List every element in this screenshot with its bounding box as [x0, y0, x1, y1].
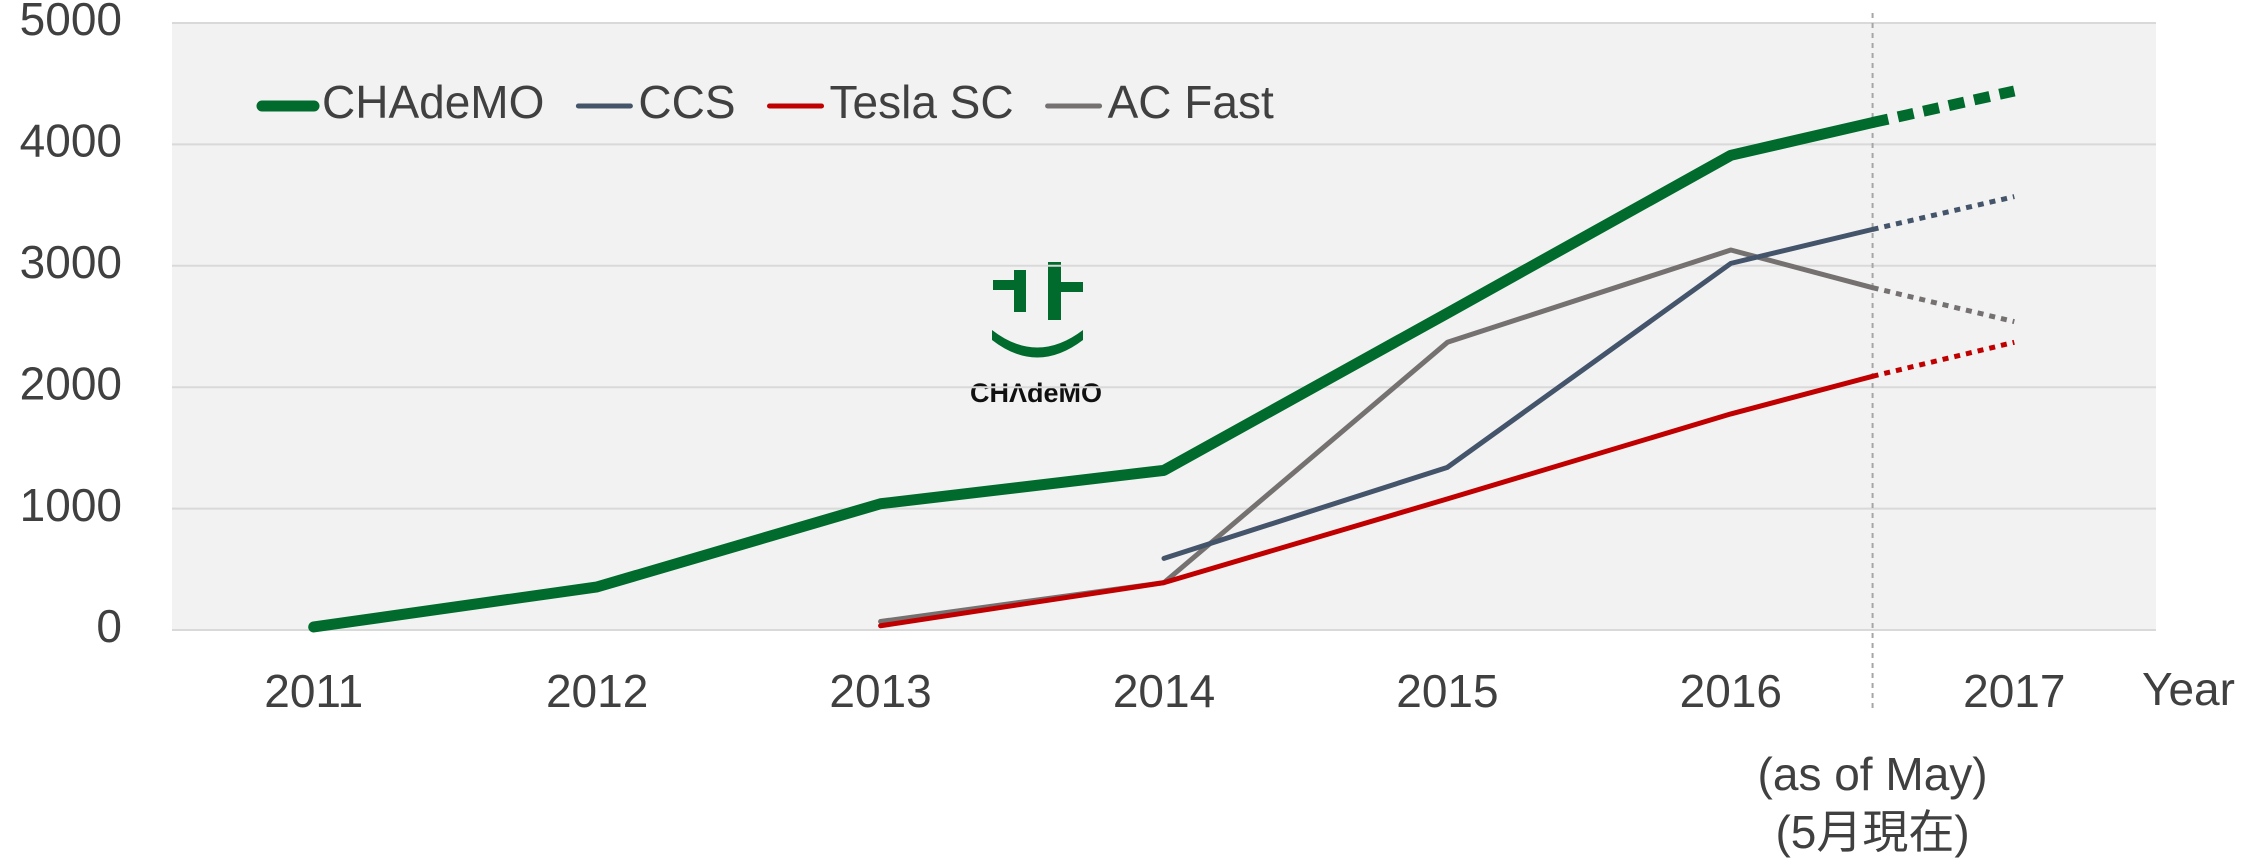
legend-label: CHAdeMO: [322, 76, 544, 128]
y-tick-label: 3000: [20, 236, 122, 288]
series-line: [1161, 226, 1876, 561]
forecast-line: [1872, 194, 2015, 232]
x-tick-label: 2014: [1113, 665, 1215, 717]
series-line: [308, 117, 1879, 633]
forecast-line: [1871, 285, 2015, 325]
plot-area: [172, 23, 2156, 630]
x-tick-label: 2015: [1396, 665, 1498, 717]
legend-label: Tesla SC: [830, 76, 1014, 128]
x-tick-label: 2016: [1680, 665, 1782, 717]
logo-shape: [1014, 270, 1026, 312]
y-tick-label: 4000: [20, 115, 122, 167]
legend-label: AC Fast: [1108, 76, 1274, 128]
legend-label: CCS: [638, 76, 735, 128]
x-axis-label: Year: [2142, 663, 2235, 715]
logo-shape: [993, 280, 1016, 290]
x-tick-label: 2017: [1963, 665, 2065, 717]
x-tick-label: 2011: [264, 665, 363, 717]
logo-shape: [1061, 282, 1083, 292]
y-tick-label: 0: [96, 600, 122, 652]
x-tick-label: 2012: [546, 665, 648, 717]
x-tick-label: 2013: [829, 665, 931, 717]
y-tick-label: 5000: [20, 0, 122, 45]
y-tick-label: 1000: [20, 479, 122, 531]
forecast-line: [1871, 339, 2015, 379]
annotation: (5月現在): [1775, 806, 1969, 858]
y-tick-label: 2000: [20, 357, 122, 409]
logo-shape: [1048, 262, 1061, 320]
annotation: (as of May): [1758, 748, 1988, 800]
logo-text: CHΛdeMO: [970, 378, 1102, 408]
series-line: [878, 373, 1876, 629]
logo-shape: [992, 330, 1083, 358]
